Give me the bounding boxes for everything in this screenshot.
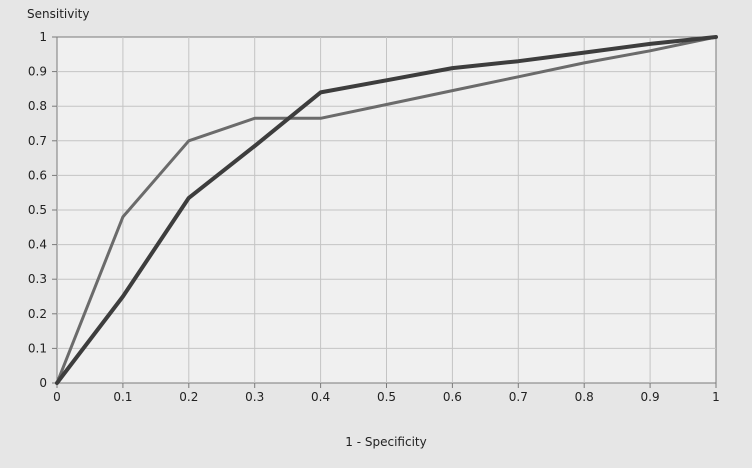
y-tick-label: 0.1	[28, 341, 47, 355]
x-tick-label: 0.9	[641, 390, 660, 404]
x-tick-label: 1	[712, 390, 720, 404]
x-tick-label: 0.5	[377, 390, 396, 404]
x-tick-label: 0.1	[113, 390, 132, 404]
y-tick-label: 0.9	[28, 65, 47, 79]
x-tick-label: 0.2	[179, 390, 198, 404]
y-tick-label: 0.5	[28, 203, 47, 217]
y-tick-label: 0.7	[28, 134, 47, 148]
x-tick-label: 0.6	[443, 390, 462, 404]
y-tick-label: 0	[39, 376, 47, 390]
y-tick-label: 0.8	[28, 99, 47, 113]
y-tick-label: 0.3	[28, 272, 47, 286]
x-tick-label: 0.3	[245, 390, 264, 404]
x-tick-label: 0.7	[509, 390, 528, 404]
x-tick-label: 0	[53, 390, 61, 404]
y-axis-label: Sensitivity	[27, 7, 89, 21]
series-line-b	[55, 35, 718, 385]
x-axis-label: 1 - Specificity	[345, 435, 426, 449]
y-tick-label: 1	[39, 30, 47, 44]
y-tick-label: 0.2	[28, 307, 47, 321]
x-tick-label: 0.8	[575, 390, 594, 404]
y-tick-label: 0.6	[28, 168, 47, 182]
x-tick-label: 0.4	[311, 390, 330, 404]
series-line-a	[55, 35, 718, 385]
grid-lines	[52, 36, 717, 388]
series-lines	[55, 35, 718, 385]
tick-labels: 0 0.1 0.2 0.3 0.4 0.5 0.6 0.7 0.8 0.9 1 0 0.1 0.2 0.3 0…	[28, 30, 720, 404]
y-tick-label: 0.4	[28, 238, 47, 252]
